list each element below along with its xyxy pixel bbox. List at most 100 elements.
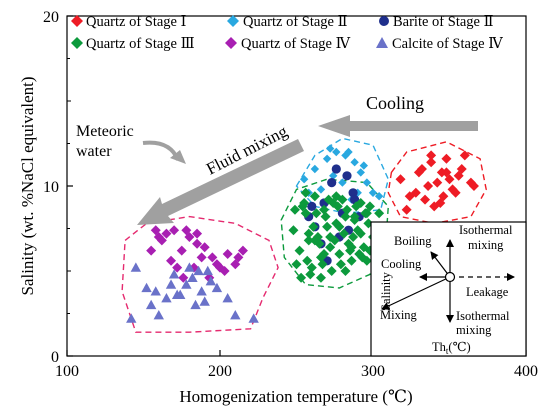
point-quartz-of-stage <box>340 211 351 222</box>
point-calcite-of-stage <box>150 286 161 296</box>
point-quartz-of-stage <box>222 249 233 259</box>
point-quartz-of-stage <box>334 249 345 259</box>
point-quartz-of-stage <box>311 208 322 219</box>
legend: Quartz of Stage Ⅰ Quartz of Stage Ⅱ Bari… <box>71 14 503 52</box>
point-quartz-of-stage <box>310 164 320 174</box>
point-calcite-of-stage <box>211 282 223 293</box>
point-quartz-of-stage <box>329 171 338 180</box>
inset-cooling-label: Cooling <box>381 257 422 271</box>
inset-isothermal-top-line2: mixing <box>468 238 504 252</box>
point-quartz-of-stage <box>303 235 314 246</box>
y-tick-label: 20 <box>43 9 59 26</box>
point-quartz-of-stage <box>161 228 172 239</box>
point-quartz-of-stage <box>468 181 479 191</box>
point-quartz-of-stage <box>320 211 331 222</box>
point-quartz-of-stage <box>441 167 452 178</box>
point-calcite-of-stage <box>141 282 152 293</box>
process-inset: Boiling Isothermal mixing Cooling Leakag… <box>370 221 527 357</box>
point-quartz-of-stage <box>459 150 470 161</box>
inset-th-label: Tht(℃) <box>432 340 471 356</box>
meteoric-water-arrow <box>142 140 186 164</box>
point-quartz-of-stage <box>299 175 309 184</box>
cooling-arrow <box>318 115 478 137</box>
point-quartz-of-stage <box>309 191 320 202</box>
point-quartz-of-stage <box>305 269 316 280</box>
point-quartz-of-stage <box>346 255 357 266</box>
legend-item-quartz-stage-3: Quartz of Stage Ⅲ <box>71 36 195 52</box>
inset-salinity-label: Salinity <box>379 271 393 311</box>
point-barite-of-stage <box>331 164 341 174</box>
point-quartz-of-stage <box>359 161 369 170</box>
legend-marker-quartz-stage-4 <box>225 37 237 49</box>
point-quartz-of-stage <box>316 185 326 194</box>
point-quartz-of-stage <box>344 147 353 157</box>
point-quartz-of-stage <box>199 242 210 253</box>
point-quartz-of-stage <box>303 228 314 239</box>
point-quartz-of-stage <box>322 221 333 232</box>
point-quartz-of-stage <box>435 198 446 208</box>
point-quartz-of-stage <box>349 211 360 222</box>
legend-marker-quartz-stage-2 <box>227 15 239 27</box>
point-quartz-of-stage <box>395 174 406 185</box>
legend-item-barite-stage-2: Barite of Stage Ⅱ <box>379 14 494 30</box>
point-calcite-of-stage <box>184 262 195 272</box>
inset-leakage-label: Leakage <box>466 285 509 299</box>
inset-boiling-label: Boiling <box>394 234 432 248</box>
point-quartz-of-stage <box>192 238 203 249</box>
point-quartz-of-stage <box>420 194 431 205</box>
y-tick-label: 10 <box>43 179 59 196</box>
point-quartz-of-stage <box>423 181 434 191</box>
point-quartz-of-stage <box>325 242 336 253</box>
point-calcite-of-stage <box>196 286 207 296</box>
legend-item-quartz-stage-1: Quartz of Stage Ⅰ <box>71 14 186 30</box>
legend-marker-quartz-stage-1 <box>71 15 83 27</box>
point-quartz-of-stage <box>178 272 189 283</box>
y-axis-label: Salinity (wt. %NaCl equivalent) <box>18 76 37 295</box>
point-calcite-of-stage <box>171 289 183 299</box>
point-calcite-of-stage <box>199 296 210 306</box>
point-quartz-of-stage <box>360 208 371 219</box>
y-tick-label: 0 <box>51 349 59 366</box>
point-calcite-of-stage <box>126 313 137 323</box>
point-quartz-of-stage <box>306 262 317 273</box>
point-quartz-of-stage <box>348 232 359 242</box>
point-quartz-of-stage <box>166 255 177 266</box>
point-quartz-of-stage <box>364 201 375 212</box>
point-quartz-of-stage <box>192 228 203 239</box>
point-quartz-of-stage <box>374 192 384 201</box>
cooling-annotation: Cooling <box>366 93 424 113</box>
point-quartz-of-stage <box>362 178 372 187</box>
inset-boiling-arrow <box>430 251 451 278</box>
point-quartz-of-stage <box>332 201 343 212</box>
point-quartz-of-stage <box>325 232 336 242</box>
inset-origin <box>444 271 456 283</box>
point-quartz-of-stage <box>181 225 192 236</box>
legend-label-quartz-stage-2: Quartz of Stage Ⅱ <box>243 14 348 30</box>
point-quartz-of-stage <box>172 262 183 273</box>
point-quartz-of-stage <box>341 204 352 215</box>
point-quartz-of-stage <box>352 225 363 236</box>
point-quartz-of-stage <box>354 249 365 259</box>
inset-isothermal-top-line1: Isothermal <box>459 223 513 237</box>
point-quartz-of-stage <box>426 150 437 161</box>
point-quartz-of-stage <box>211 259 222 270</box>
point-quartz-of-stage <box>432 177 443 188</box>
point-quartz-of-stage <box>335 259 346 270</box>
point-quartz-of-stage <box>361 255 372 266</box>
point-quartz-of-stage <box>338 228 349 239</box>
point-quartz-of-stage <box>340 266 351 276</box>
point-quartz-of-stage <box>410 187 421 198</box>
x-tick-label: 200 <box>208 363 232 380</box>
point-calcite-of-stage <box>161 293 172 303</box>
inset-isothermal-bottom-line2: mixing <box>456 323 492 337</box>
point-quartz-of-stage <box>169 225 180 236</box>
legend-item-quartz-stage-2: Quartz of Stage Ⅱ <box>227 14 348 30</box>
point-calcite-of-stage <box>145 299 157 310</box>
point-quartz-of-stage <box>219 266 230 276</box>
stage-4-envelope <box>121 215 279 333</box>
point-quartz-of-stage <box>450 187 461 198</box>
point-quartz-of-stage <box>288 225 299 236</box>
point-quartz-of-stage <box>323 194 334 205</box>
point-quartz-of-stage <box>300 187 311 198</box>
point-quartz-of-stage <box>289 204 300 215</box>
